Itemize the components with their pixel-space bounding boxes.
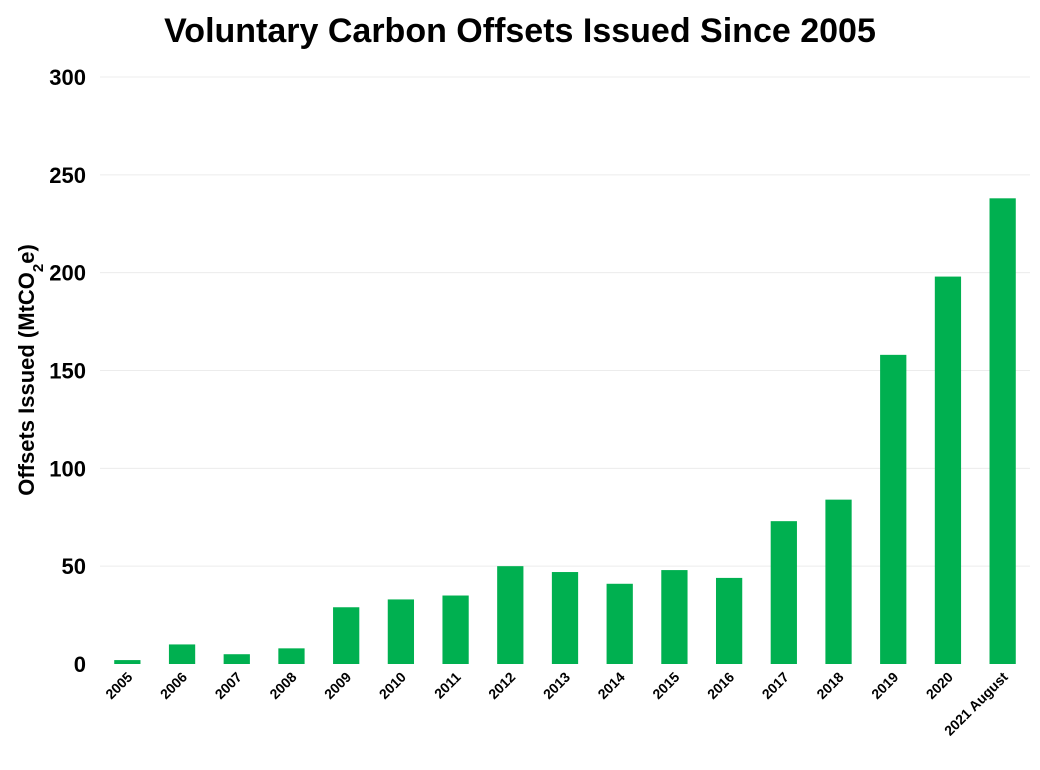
y-tick-label: 50 bbox=[62, 554, 86, 579]
bar-2008 bbox=[278, 648, 305, 664]
bar-2018 bbox=[825, 499, 852, 664]
bar-2005 bbox=[114, 660, 141, 664]
x-tick-label: 2011 bbox=[431, 669, 464, 702]
x-tick-label: 2017 bbox=[759, 669, 792, 702]
bar-2021-august bbox=[989, 198, 1016, 664]
bar-2014 bbox=[606, 583, 633, 664]
x-tick-label: 2013 bbox=[540, 669, 573, 702]
x-tick-label: 2012 bbox=[485, 669, 518, 702]
x-tick-label: 2019 bbox=[868, 669, 901, 702]
gridlines bbox=[100, 76, 1030, 567]
y-tick-label: 100 bbox=[49, 456, 86, 481]
bar-2019 bbox=[880, 354, 907, 664]
bar-2013 bbox=[551, 572, 579, 664]
bar-2007 bbox=[223, 654, 250, 664]
y-axis-label-sub: 2 bbox=[30, 264, 47, 272]
bars bbox=[114, 198, 1016, 664]
bar-2009 bbox=[333, 607, 360, 664]
y-tick-label: 0 bbox=[74, 652, 86, 677]
x-tick-label: 2020 bbox=[923, 669, 956, 702]
x-tick-label: 2006 bbox=[157, 669, 190, 702]
x-tick-label: 2016 bbox=[704, 669, 737, 702]
y-tick-label: 250 bbox=[49, 163, 86, 188]
chart-title: Voluntary Carbon Offsets Issued Since 20… bbox=[164, 12, 876, 50]
x-tick-label: 2009 bbox=[321, 669, 354, 702]
x-tick-label: 2015 bbox=[649, 669, 682, 702]
x-tick-label: 2008 bbox=[266, 669, 299, 702]
bar-2006 bbox=[168, 644, 196, 664]
y-axis-ticks: 0 50 100 150 200 250 300 bbox=[49, 65, 86, 677]
x-tick-label: 2007 bbox=[212, 669, 245, 702]
y-axis-label-main: Offsets Issued (MtCO bbox=[14, 272, 39, 496]
y-tick-label: 300 bbox=[49, 65, 86, 90]
y-tick-label: 200 bbox=[49, 261, 86, 286]
bar-2011 bbox=[442, 595, 469, 664]
x-tick-label: 2018 bbox=[813, 669, 846, 702]
y-axis-label-tail: e) bbox=[14, 244, 39, 264]
x-tick-label: 2014 bbox=[594, 669, 627, 702]
x-tick-label: 2010 bbox=[376, 669, 409, 702]
x-tick-label: 2005 bbox=[102, 669, 135, 702]
bar-2017 bbox=[770, 521, 797, 664]
y-axis-label: Offsets Issued (MtCO2e) bbox=[14, 244, 47, 496]
bar-2016 bbox=[715, 577, 743, 664]
bar-2010 bbox=[387, 599, 415, 664]
y-tick-label: 150 bbox=[49, 359, 86, 384]
bar-2012 bbox=[497, 566, 524, 664]
bar-2015 bbox=[661, 570, 688, 664]
bar-2020 bbox=[934, 276, 962, 664]
x-axis-ticks: 2005 2006 2007 2008 2009 2010 2011 2012 2013 2014… bbox=[102, 669, 1011, 739]
